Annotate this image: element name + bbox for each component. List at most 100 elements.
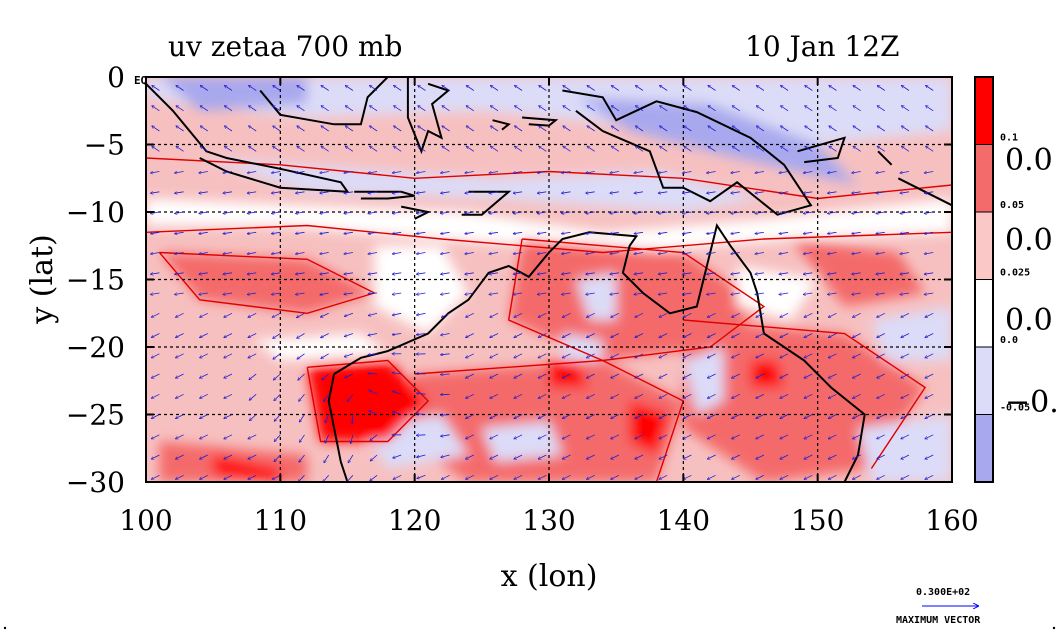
- wind-vector: [369, 411, 378, 415]
- wind-vector: [514, 333, 523, 338]
- wind-vector: [151, 333, 160, 338]
- wind-vector: [418, 106, 426, 112]
- corner-dot: [1052, 626, 1056, 630]
- wind-vector: [587, 86, 595, 91]
- wind-vector: [344, 212, 353, 214]
- wind-vector: [805, 126, 813, 132]
- wind-vector: [151, 353, 160, 358]
- wind-vector: [465, 293, 474, 295]
- wind-vector: [804, 393, 813, 398]
- wind-vector: [683, 434, 692, 439]
- wind-vector: [731, 212, 740, 214]
- wind-vector: [708, 373, 716, 378]
- wind-vector: [514, 474, 523, 479]
- wind-vector: [199, 293, 208, 295]
- wind-vector: [515, 146, 523, 152]
- wind-vector: [635, 434, 644, 439]
- wind-vector: [392, 232, 402, 233]
- wind-vector: [225, 106, 233, 112]
- wind-vector: [683, 273, 692, 274]
- wind-vector: [636, 126, 644, 132]
- wind-vector: [925, 312, 934, 317]
- wind-vector: [321, 312, 329, 317]
- y-tick-label: 0: [107, 61, 125, 94]
- wind-vector: [708, 434, 716, 439]
- wind-vector: [176, 146, 184, 152]
- wind-vector: [491, 146, 499, 152]
- wind-vector: [273, 106, 281, 112]
- wind-vector: [392, 192, 402, 193]
- wind-vector: [296, 172, 305, 174]
- wind-vector: [538, 454, 547, 459]
- wind-vector: [249, 373, 257, 380]
- wind-vector: [296, 253, 305, 255]
- wind-vector: [368, 273, 378, 274]
- wind-vector: [392, 373, 402, 374]
- wind-vector: [587, 353, 595, 358]
- contour-line: [146, 224, 952, 254]
- wind-vector: [755, 172, 764, 174]
- wind-vector: [731, 273, 740, 274]
- wind-vector: [660, 86, 668, 91]
- wind-vector: [417, 312, 426, 315]
- wind-vector: [829, 126, 837, 132]
- wind-vector: [200, 454, 208, 459]
- wind-vector: [176, 373, 184, 378]
- coastline: [562, 89, 813, 216]
- wind-vector: [151, 414, 160, 419]
- wind-vector: [321, 106, 329, 112]
- wind-vector: [611, 312, 620, 317]
- wind-vector: [248, 454, 257, 459]
- wind-vector: [368, 293, 378, 294]
- wind-vector: [779, 192, 789, 193]
- colorbar-frame: [974, 76, 994, 483]
- wind-vector: [707, 253, 716, 255]
- wind-vector: [635, 393, 644, 398]
- wind-vector: [465, 192, 474, 193]
- wind-vector: [513, 273, 523, 274]
- wind-vector: [247, 273, 257, 274]
- wind-vector: [441, 454, 450, 457]
- wind-vector: [562, 393, 571, 398]
- wind-vector: [442, 146, 450, 152]
- wind-vector: [610, 192, 619, 193]
- wind-vector: [635, 474, 644, 479]
- wind-vector: [732, 86, 741, 91]
- wind-vector: [732, 312, 740, 317]
- wind-vector: [491, 86, 499, 91]
- wind-vector: [537, 232, 547, 233]
- wind-vector: [634, 253, 644, 255]
- wind-vector: [925, 373, 934, 378]
- wind-vector: [853, 434, 861, 439]
- vector-key-label: MAXIMUM VECTOR: [896, 615, 981, 626]
- wind-vector: [755, 293, 764, 295]
- wind-vector: [223, 172, 233, 174]
- wind-vector: [852, 232, 861, 233]
- wind-vector: [732, 474, 740, 479]
- wind-vector: [781, 86, 789, 91]
- wind-vector: [780, 454, 789, 459]
- y-tick-label: −25: [66, 399, 125, 432]
- wind-vector: [247, 293, 257, 295]
- wind-vector: [732, 373, 740, 378]
- wind-vector: [924, 212, 934, 214]
- wind-vector: [803, 273, 813, 274]
- wind-vector: [416, 374, 426, 375]
- wind-vector: [224, 454, 233, 459]
- wind-vector: [368, 333, 378, 336]
- wind-vector: [731, 232, 740, 233]
- wind-vector: [539, 86, 547, 91]
- wind-vector: [756, 86, 765, 91]
- wind-vector: [465, 212, 474, 214]
- wind-vector: [828, 312, 837, 317]
- colorbar-swatch: [974, 211, 994, 280]
- wind-vector: [273, 126, 281, 132]
- contour-line: [306, 359, 430, 443]
- wind-vector: [176, 474, 184, 479]
- wind-vector: [926, 86, 934, 91]
- wind-vector: [756, 393, 765, 398]
- wind-vector: [683, 474, 692, 479]
- wind-vector: [659, 474, 668, 479]
- colorbar-big-label: 0.0: [1005, 223, 1053, 258]
- wind-vector: [804, 373, 813, 378]
